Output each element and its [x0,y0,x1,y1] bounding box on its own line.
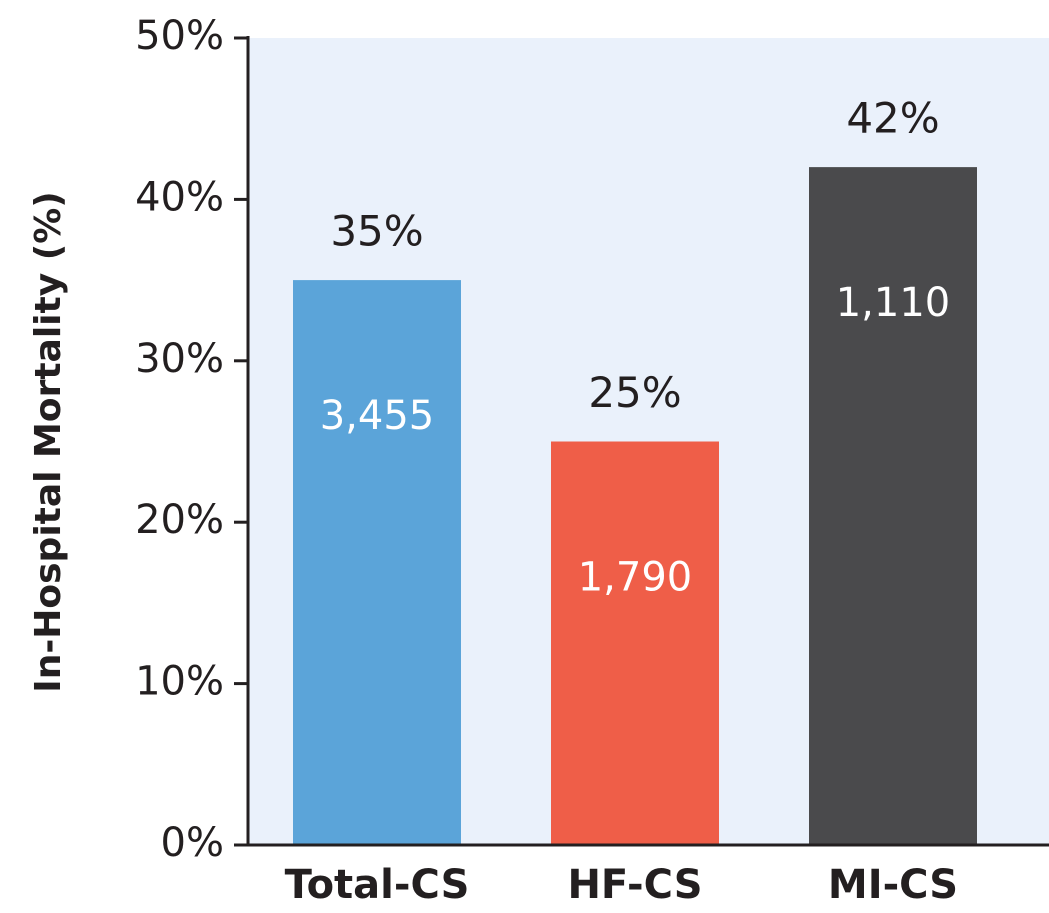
y-tick-label: 0% [161,820,224,866]
y-tick-label: 30% [135,336,224,382]
y-axis-label: In-Hospital Mortality (%) [28,191,69,692]
value-label: 25% [588,368,681,417]
bar [293,280,461,846]
bar [809,167,977,845]
count-label: 1,110 [836,280,951,326]
bar [551,441,719,845]
y-tick-label: 10% [135,659,224,705]
y-tick-label: 40% [135,174,224,220]
value-label: 42% [846,94,939,143]
value-label: 35% [330,207,423,256]
x-tick-label: MI-CS [828,862,958,908]
count-label: 1,790 [578,555,693,601]
y-tick-label: 20% [135,497,224,543]
count-label: 3,455 [320,393,435,439]
y-tick-label: 50% [135,13,224,59]
x-tick-label: Total-CS [285,862,470,908]
x-tick-label: HF-CS [567,862,702,908]
